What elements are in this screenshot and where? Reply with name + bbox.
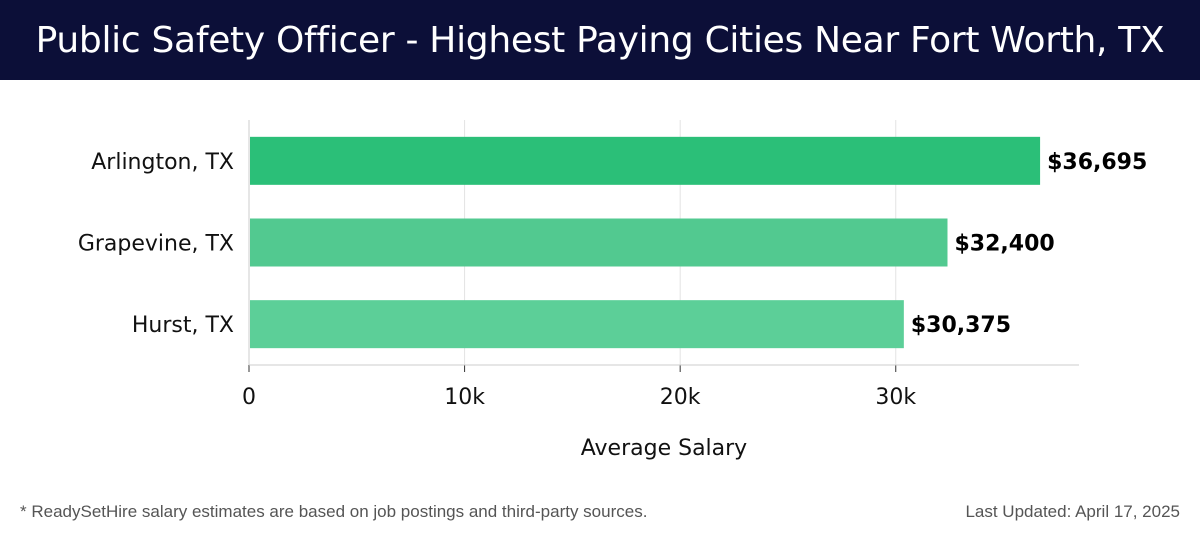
value-label: $32,400: [954, 232, 1054, 257]
x-tick-label: 20k: [660, 385, 701, 410]
salary-bar-chart: 0 10k 20k 30k Arlington, TX $36,695 Grapevine,…: [78, 120, 1147, 461]
bar-layer: [250, 136, 1041, 349]
bar: [250, 300, 904, 349]
last-updated: Last Updated: April 17, 2025: [965, 502, 1180, 521]
x-axis-title: Average Salary: [581, 436, 747, 461]
bar: [250, 136, 1041, 185]
x-tick-label: 30k: [875, 385, 916, 410]
footnote: * ReadySetHire salary estimates are base…: [20, 502, 648, 521]
value-label: $30,375: [911, 313, 1011, 338]
x-tick-label: 10k: [444, 385, 485, 410]
axis-layer: 0 10k 20k 30k Arlington, TX $36,695 Grapevine,…: [78, 120, 1147, 410]
category-label: Grapevine, TX: [78, 232, 234, 257]
chart-header: Public Safety Officer - Highest Paying C…: [0, 0, 1200, 80]
value-label: $36,695: [1047, 150, 1147, 175]
category-label: Hurst, TX: [132, 313, 234, 338]
bar: [250, 218, 948, 267]
chart-title: Public Safety Officer - Highest Paying C…: [35, 19, 1165, 61]
category-label: Arlington, TX: [91, 150, 234, 175]
x-tick-label: 0: [242, 385, 256, 410]
